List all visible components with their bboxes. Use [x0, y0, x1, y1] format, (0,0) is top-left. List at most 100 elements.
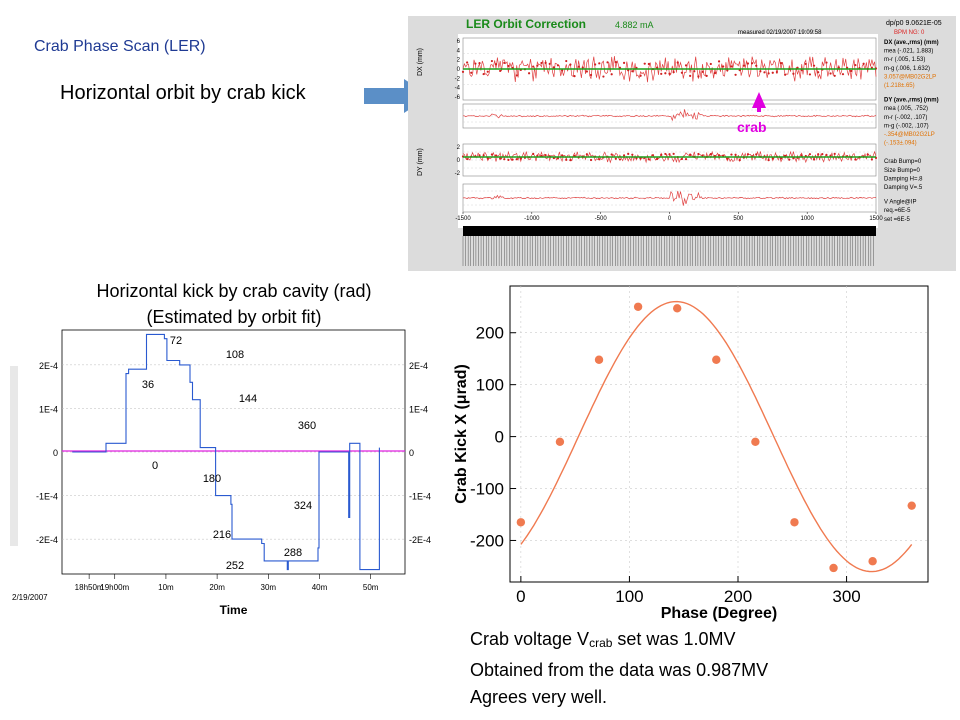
orbit-side-line: (-.153±.094): [884, 141, 917, 147]
orbit-side-line: DY (ave.,rms) (mm): [884, 98, 939, 104]
orbit-x-tick: -1500: [455, 216, 471, 222]
phase-y-tick: -200: [470, 531, 504, 550]
dy-axis-label: DY (mm): [417, 148, 424, 176]
orbit-side-line: (1.218±.65): [884, 83, 915, 89]
orbit-x-tick: -500: [595, 216, 608, 222]
orbit-side-line: m-g (-.002, .107): [884, 123, 929, 129]
orbit-side-line: Damping V=.5: [884, 185, 923, 191]
time-x-tick: 40m: [312, 583, 328, 592]
phase-annotation: 288: [284, 547, 302, 559]
time-plot-frame: [61, 329, 406, 575]
phase-annotation: 324: [294, 500, 312, 512]
orbit-trace: [463, 109, 877, 122]
orbit-x-tick: 1000: [800, 216, 814, 222]
phase-y-tick: 200: [476, 324, 504, 343]
phase-y-tick: 100: [476, 376, 504, 395]
orbit-dp: dp/p0 9.0621E-05: [886, 20, 942, 27]
orbit-y-tick: 6: [457, 39, 461, 45]
phase-data-point: [673, 304, 682, 313]
orbit-x-tick: 500: [733, 216, 744, 222]
orbit-label: Horizontal orbit by crab kick: [60, 82, 306, 104]
orbit-side-line: m-r (.005, 1.53): [884, 57, 925, 63]
orbit-y-tick: 0: [457, 67, 461, 73]
time-y-tick-right: 2E-4: [409, 361, 428, 371]
phase-y-tick: 0: [495, 428, 504, 447]
phase-y-tick: -100: [470, 480, 504, 499]
phase-x-tick: 300: [832, 587, 860, 606]
orbit-y-tick: 0: [457, 158, 461, 164]
conclusion-text: Crab voltage Vcrab set was 1.0MV Obtaine…: [470, 629, 769, 707]
orbit-side-line: -.354@MB02G2LP: [884, 132, 935, 138]
orbit-y-tick: -2: [455, 76, 461, 82]
orbit-side-line: 3.057@MB02G2LP: [884, 74, 936, 80]
time-x-tick: 10m: [158, 583, 174, 592]
phase-data-point: [594, 355, 604, 364]
phase-data-point: [633, 302, 643, 311]
orbit-bpm: BPM NG: 0: [894, 30, 925, 36]
slide-title: Crab Phase Scan (LER): [34, 38, 206, 55]
orbit-plots: 6 4 2 0 -2 -4 -6 2 0 -2 -1500 -1000 -500 0 500 1000 1500: [455, 37, 883, 222]
phase-xlabel: Phase (Degree): [661, 605, 778, 622]
phase-data-point: [829, 563, 838, 573]
time-x-tick: 18h50m: [75, 583, 104, 592]
phase-annotation: 36: [142, 379, 154, 391]
phase-annotation: 252: [226, 560, 244, 572]
time-y-tick-left: 2E-4: [39, 361, 58, 371]
time-y-tick-right: -1E-4: [409, 492, 431, 502]
orbit-side-text: DX (ave.,rms) (mm) mea (-.021, 1.883) m-r …: [884, 40, 939, 223]
time-xlabel: Time: [220, 603, 248, 617]
orbit-side-line: mea (-.021, 1.883): [884, 49, 933, 55]
time-ylabel-placeholder: [10, 366, 18, 546]
orbit-side-line: Crab Bump=0: [884, 159, 922, 165]
orbit-y-tick: 4: [457, 48, 461, 54]
orbit-y-tick: 2: [457, 145, 461, 151]
time-x-tick: 30m: [261, 583, 277, 592]
crab-marker-icon: [752, 92, 766, 108]
kick-time-chart: 2E-4 2E-4 1E-4 1E-4 0 0 -1E-4 -1E-4 -2E-4 -2E-4 18…: [10, 329, 431, 617]
crab-label: crab: [737, 119, 767, 135]
orbit-panel: LER Orbit Correction 4.882 mA measured 0…: [408, 16, 956, 271]
phase-data-point: [751, 437, 760, 446]
orbit-title: LER Orbit Correction: [466, 17, 586, 31]
phase-annotation: 108: [226, 349, 244, 361]
orbit-side-line: Damping H=.8: [884, 176, 923, 182]
time-y-tick-left: -1E-4: [36, 492, 58, 502]
orbit-trace: [462, 190, 877, 206]
orbit-side-line: Size Bump=0: [884, 168, 921, 174]
time-y-tick-right: 1E-4: [409, 404, 428, 414]
time-x-tick: 19h00m: [100, 583, 129, 592]
orbit-x-tick: -1000: [524, 216, 540, 222]
phase-annotation: 216: [213, 529, 231, 541]
phase-x-tick: 100: [615, 587, 643, 606]
phase-data-point: [907, 501, 916, 510]
crab-kick-phase-chart: 200 100 0 -100 -200 0 100 200 300 Phase (Degree) C…: [453, 285, 929, 622]
phase-data-point: [516, 518, 526, 527]
orbit-y-tick: -2: [455, 171, 461, 177]
orbit-y-tick: -4: [455, 86, 461, 92]
time-y-tick-left: 1E-4: [39, 404, 58, 414]
phase-data-point: [790, 518, 799, 527]
orbit-side-line: mea (.005, .752): [884, 106, 928, 112]
orbit-current: 4.882 mA: [615, 20, 654, 30]
orbit-side-line: m-r (-.002, .107): [884, 115, 927, 121]
phase-annotation: 72: [170, 335, 182, 347]
orbit-x-tick: 1500: [869, 216, 883, 222]
phase-ylabel: Crab Kick X (μrad): [453, 364, 470, 504]
phase-data-point: [555, 437, 565, 446]
orbit-x-tick: 0: [668, 216, 672, 222]
phase-data-point: [712, 355, 721, 364]
phase-x-tick: 200: [724, 587, 752, 606]
time-y-tick-right: 0: [409, 448, 414, 458]
time-x-tick: 50m: [363, 583, 379, 592]
phase-annotation: 144: [239, 393, 257, 405]
kick-chart-title: Horizontal kick by crab cavity (rad) (Es…: [96, 281, 372, 327]
orbit-side-line: DX (ave.,rms) (mm): [884, 40, 939, 46]
time-series-line: [72, 333, 380, 571]
orbit-side-line: m-g (.006, 1.632): [884, 66, 930, 72]
phase-plot-frame: [509, 285, 929, 583]
time-date: 2/19/2007: [12, 593, 48, 602]
time-y-tick-left: -2E-4: [36, 535, 58, 545]
time-y-tick-left: 0: [53, 448, 58, 458]
orbit-y-tick: 2: [457, 58, 461, 64]
time-y-tick-right: -2E-4: [409, 535, 431, 545]
